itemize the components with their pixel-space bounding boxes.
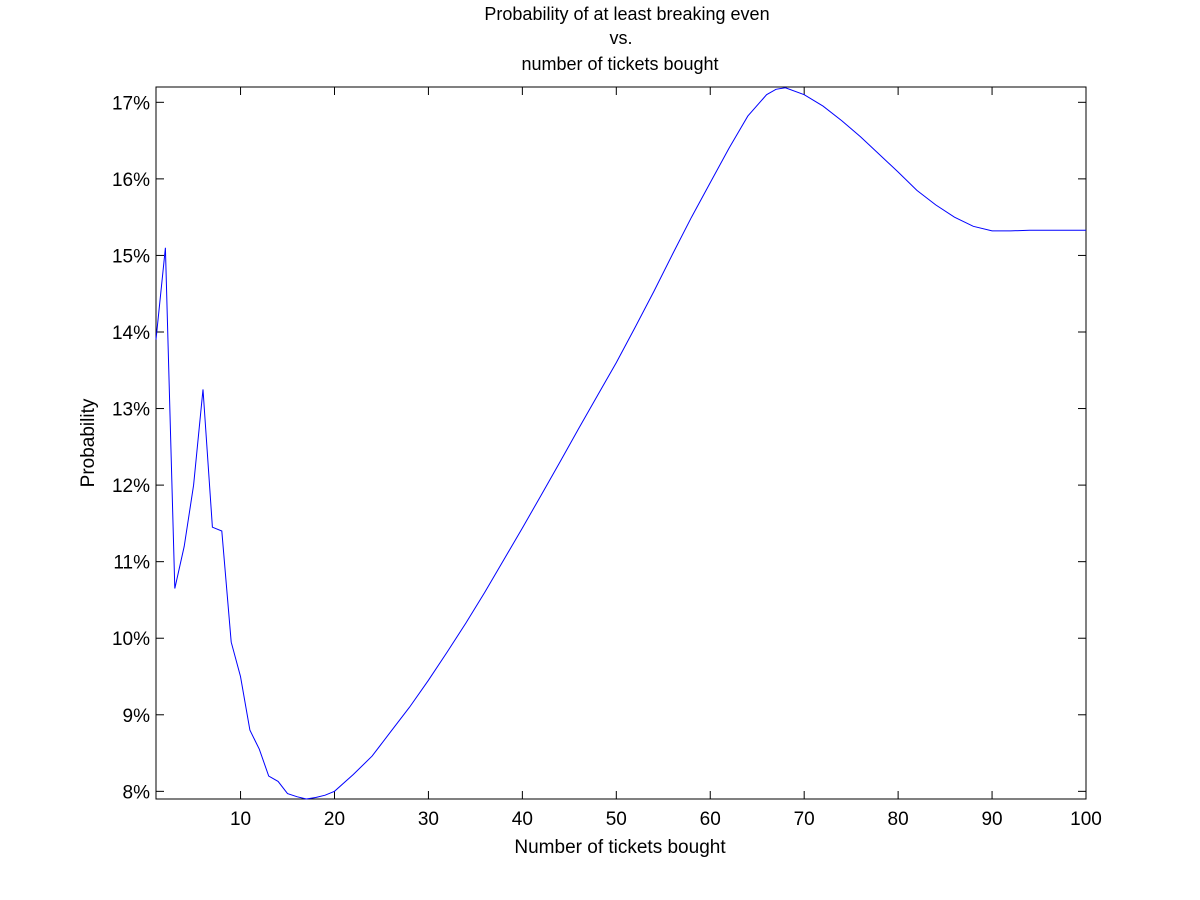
y-axis-ticks: 8% 9% 10% 11% 12% 13% 14% 15% 16% 17%	[112, 93, 1086, 803]
y-tick-label: 9%	[123, 706, 151, 727]
chart-title-line-1: Probability of at least breaking even	[484, 4, 769, 24]
x-tick-label: 50	[606, 809, 627, 830]
x-tick-label: 10	[230, 809, 251, 830]
y-tick-label: 15%	[112, 246, 150, 267]
y-axis-label: Probability	[78, 398, 99, 487]
chart-title: Probability of at least breaking even vs…	[484, 4, 769, 74]
x-tick-label: 30	[418, 809, 439, 830]
y-tick-label: 13%	[112, 400, 150, 421]
series-line	[155, 87, 1086, 800]
x-tick-label: 20	[324, 809, 345, 830]
x-tick-label: 40	[512, 809, 533, 830]
x-axis-ticks: 10 20 30 40 50 60 70 80 90 100	[230, 87, 1102, 830]
x-tick-label: 90	[981, 809, 1002, 830]
x-tick-label: 70	[794, 809, 815, 830]
y-tick-label: 17%	[112, 93, 150, 114]
y-tick-label: 14%	[112, 323, 150, 344]
y-tick-label: 11%	[113, 553, 150, 574]
y-tick-label: 16%	[112, 170, 150, 191]
y-tick-label: 10%	[112, 629, 150, 650]
series-group	[155, 87, 1086, 800]
y-tick-label: 12%	[112, 476, 150, 497]
x-tick-label: 60	[700, 809, 721, 830]
chart-title-line-2: vs.	[609, 28, 632, 48]
y-tick-label: 8%	[123, 782, 151, 803]
x-tick-label: 80	[888, 809, 909, 830]
chart-title-line-3: number of tickets bought	[521, 54, 718, 74]
x-tick-label: 100	[1070, 809, 1102, 830]
plot-area	[155, 86, 1087, 800]
x-axis-label: Number of tickets bought	[514, 837, 726, 858]
